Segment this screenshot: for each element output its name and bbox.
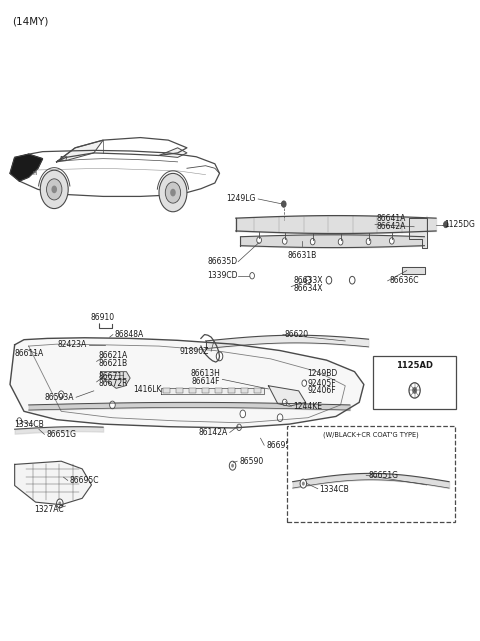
Circle shape [250, 272, 254, 279]
Circle shape [282, 238, 287, 244]
Circle shape [257, 237, 262, 244]
Text: 1244KE: 1244KE [293, 402, 322, 411]
Text: 86621A: 86621A [98, 351, 128, 360]
Circle shape [59, 391, 64, 399]
Circle shape [170, 188, 176, 196]
Circle shape [231, 464, 234, 468]
Circle shape [17, 418, 22, 424]
Text: 1334CB: 1334CB [320, 485, 349, 494]
Circle shape [444, 221, 448, 228]
Text: 86631B: 86631B [288, 251, 317, 260]
Text: 86651G: 86651G [369, 470, 398, 479]
Circle shape [109, 401, 115, 409]
Text: 86695C: 86695C [70, 476, 99, 485]
Text: 86633X: 86633X [293, 276, 323, 285]
Circle shape [40, 171, 68, 208]
Text: 1327AC: 1327AC [34, 504, 63, 513]
Text: 82423A: 82423A [58, 340, 87, 349]
Text: 86848A: 86848A [115, 330, 144, 339]
Text: 1416LK: 1416LK [133, 385, 161, 394]
Text: H: H [32, 171, 36, 176]
Text: 86636C: 86636C [389, 276, 419, 285]
Text: (W/BLACK+CR COAT'G TYPE): (W/BLACK+CR COAT'G TYPE) [323, 431, 419, 438]
Circle shape [57, 499, 63, 508]
Text: 86142A: 86142A [199, 428, 228, 437]
Text: 86590: 86590 [239, 457, 264, 466]
Circle shape [326, 276, 332, 284]
Bar [216, 388, 222, 394]
Circle shape [237, 424, 241, 431]
Text: 92405F: 92405F [307, 379, 336, 388]
Circle shape [277, 414, 283, 422]
Circle shape [338, 238, 343, 245]
Bar [189, 388, 196, 394]
Text: 86613H: 86613H [191, 369, 220, 378]
Text: 86620: 86620 [285, 330, 309, 339]
Circle shape [349, 276, 355, 284]
Polygon shape [268, 386, 306, 406]
Text: 92406F: 92406F [307, 387, 336, 395]
Text: 1125DG: 1125DG [444, 220, 475, 229]
Polygon shape [10, 338, 364, 428]
Circle shape [409, 383, 420, 398]
Polygon shape [101, 372, 130, 388]
Circle shape [366, 238, 371, 245]
Text: 86634X: 86634X [293, 284, 323, 293]
Circle shape [47, 179, 62, 200]
Circle shape [229, 462, 236, 470]
Text: 86635D: 86635D [207, 257, 237, 266]
Bar [176, 388, 183, 394]
Text: 86672R: 86672R [98, 379, 128, 388]
Text: 86641A: 86641A [377, 214, 406, 223]
Text: 86611A: 86611A [15, 349, 44, 358]
Text: 86614F: 86614F [192, 377, 220, 386]
Circle shape [159, 173, 187, 212]
Circle shape [240, 410, 246, 418]
Circle shape [59, 501, 61, 506]
Bar [373, 356, 456, 409]
Bar [241, 388, 248, 394]
Text: 86651G: 86651G [47, 430, 76, 439]
Circle shape [165, 182, 180, 203]
Bar [163, 388, 170, 394]
Circle shape [302, 380, 307, 387]
Polygon shape [161, 388, 264, 394]
Circle shape [51, 185, 57, 193]
Text: 1249BD: 1249BD [307, 369, 337, 378]
Bar [228, 388, 235, 394]
Text: 86910: 86910 [90, 313, 114, 322]
Polygon shape [15, 462, 92, 504]
Text: 1125AD: 1125AD [396, 362, 433, 370]
Bar [202, 388, 209, 394]
Text: 86671L: 86671L [98, 372, 127, 381]
Polygon shape [10, 154, 43, 181]
Circle shape [282, 399, 287, 406]
Circle shape [300, 479, 307, 488]
Circle shape [389, 238, 394, 244]
Text: 86642A: 86642A [377, 222, 406, 231]
Circle shape [305, 276, 311, 284]
Polygon shape [402, 267, 425, 274]
Polygon shape [60, 157, 67, 161]
Text: 86695D: 86695D [266, 441, 296, 450]
Text: 91890Z: 91890Z [180, 347, 209, 356]
Text: (14MY): (14MY) [12, 17, 48, 27]
Polygon shape [159, 148, 187, 158]
Circle shape [216, 352, 223, 361]
Polygon shape [57, 140, 103, 162]
Circle shape [281, 201, 286, 207]
Text: 86621B: 86621B [98, 359, 128, 368]
FancyBboxPatch shape [287, 426, 455, 522]
Polygon shape [409, 217, 427, 248]
Circle shape [412, 387, 417, 394]
Circle shape [302, 481, 305, 486]
Text: 1334CB: 1334CB [14, 420, 44, 429]
Text: 86593A: 86593A [45, 393, 74, 402]
Circle shape [310, 238, 315, 245]
Text: 1339CD: 1339CD [207, 271, 237, 280]
Bar [254, 388, 261, 394]
Text: 1249LG: 1249LG [227, 194, 256, 203]
